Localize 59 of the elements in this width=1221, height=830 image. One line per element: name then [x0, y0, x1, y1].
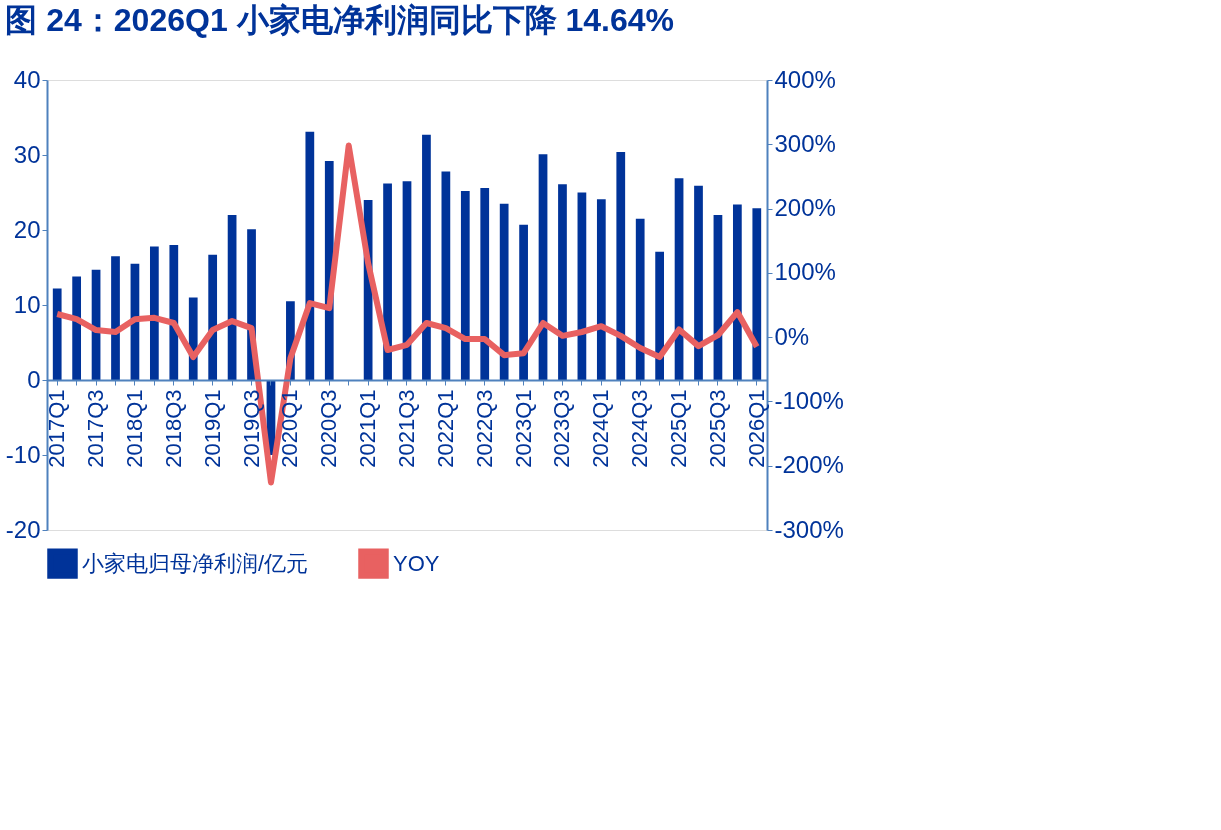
- x-tick-label: 2020Q3: [316, 389, 342, 468]
- y2-tick-label: 400%: [774, 65, 836, 93]
- bar: [150, 246, 159, 380]
- y2-tick-label: -200%: [774, 451, 844, 479]
- bar: [208, 254, 218, 380]
- x-tick-label: 2021Q1: [355, 389, 381, 468]
- y-tick-label: 0: [27, 365, 41, 393]
- bar: [480, 188, 490, 380]
- bar: [635, 218, 645, 380]
- y-tick-label: 40: [13, 65, 41, 93]
- x-tick-label: 2024Q1: [588, 389, 614, 468]
- y-tick-label: -20: [5, 515, 41, 543]
- x-tick-label: 2023Q3: [549, 389, 575, 468]
- y2-tick-label: -300%: [774, 515, 844, 543]
- y2-tick-label: 100%: [774, 258, 836, 286]
- bar: [111, 256, 120, 380]
- y2-tick-label: 300%: [774, 129, 836, 157]
- x-tick-label: 2019Q1: [199, 389, 225, 468]
- bar: [616, 152, 626, 380]
- x-tick-label: 2017Q3: [83, 389, 109, 468]
- x-tick-label: 2025Q3: [704, 389, 730, 468]
- x-tick-label: 2020Q1: [277, 389, 303, 468]
- chart-title: 图 24：2026Q1 小家电净利润同比下降 14.64%: [5, 2, 674, 38]
- bar: [460, 191, 470, 380]
- bar: [596, 199, 606, 380]
- x-tick-label: 2022Q1: [432, 389, 458, 468]
- x-tick-label: 2024Q3: [627, 389, 653, 468]
- y2-tick-label: 200%: [774, 194, 836, 222]
- bar: [694, 185, 703, 380]
- x-tick-label: 2026Q1: [743, 389, 769, 468]
- bar: [519, 224, 528, 380]
- y2-tick-label: 0%: [774, 322, 810, 350]
- y-tick-label: 30: [13, 140, 41, 168]
- bar: [383, 183, 392, 380]
- y-tick-label: 10: [13, 290, 41, 318]
- legend-label: 小家电归母净利润/亿元: [82, 550, 309, 576]
- y-tick-label: -10: [5, 440, 41, 468]
- y2-tick-label: -100%: [774, 386, 844, 414]
- x-tick-label: 2018Q3: [160, 389, 186, 468]
- bar: [752, 208, 762, 380]
- bar: [52, 288, 62, 380]
- y-tick-label: 20: [13, 215, 41, 243]
- x-tick-label: 2018Q1: [121, 389, 147, 468]
- legend-label: YOY: [393, 550, 440, 576]
- x-tick-label: 2025Q1: [666, 389, 692, 468]
- bar: [655, 251, 664, 380]
- x-tick-label: 2023Q1: [510, 389, 536, 468]
- bar: [169, 245, 179, 380]
- bar: [422, 134, 431, 380]
- bar: [499, 203, 509, 380]
- x-tick-label: 2021Q3: [394, 389, 419, 468]
- x-tick-label: 2017Q1: [44, 389, 70, 468]
- bar: [305, 131, 315, 380]
- x-tick-label: 2022Q3: [471, 389, 497, 468]
- x-tick-label: 2019Q3: [238, 389, 264, 468]
- bar: [732, 204, 742, 380]
- bar: [72, 276, 82, 380]
- bar: [558, 184, 567, 380]
- bar: [441, 171, 451, 380]
